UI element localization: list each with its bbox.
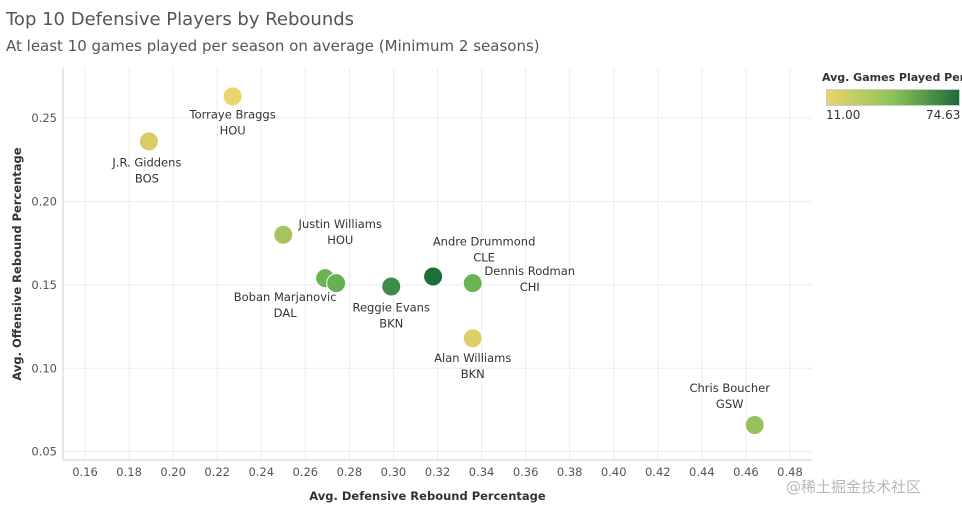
y-tick-label: 0.25 bbox=[31, 111, 57, 125]
x-tick-label: 0.36 bbox=[513, 465, 539, 479]
y-tick-label: 0.15 bbox=[31, 278, 57, 292]
x-tick-label: 0.46 bbox=[733, 465, 759, 479]
point-label-name: Alan Williams bbox=[434, 351, 511, 365]
legend-color-bar bbox=[826, 89, 960, 106]
chart-title: Top 10 Defensive Players by Rebounds bbox=[6, 9, 355, 30]
point-label-team: BKN bbox=[461, 367, 485, 381]
x-tick-label: 0.24 bbox=[248, 465, 274, 479]
y-tick-label: 0.05 bbox=[31, 445, 57, 459]
x-tick-label: 0.20 bbox=[160, 465, 186, 479]
x-axis-label: Avg. Defensive Rebound Percentage bbox=[309, 489, 546, 503]
data-point[interactable] bbox=[138, 131, 159, 152]
point-label-name: J.R. Giddens bbox=[111, 155, 181, 169]
point-label-name: Andre Drummond bbox=[433, 235, 536, 249]
x-tick-label: 0.38 bbox=[557, 465, 583, 479]
point-label-team: BKN bbox=[379, 317, 403, 331]
x-tick-label: 0.32 bbox=[425, 465, 451, 479]
y-tick-label: 0.10 bbox=[31, 361, 57, 375]
data-point[interactable] bbox=[222, 86, 243, 107]
data-point[interactable] bbox=[381, 276, 402, 297]
x-tick-label: 0.30 bbox=[381, 465, 407, 479]
point-label-name: Dennis Rodman bbox=[484, 264, 575, 278]
point-label-name: Torraye Braggs bbox=[189, 107, 276, 121]
x-tick-label: 0.28 bbox=[337, 465, 363, 479]
data-point[interactable] bbox=[326, 273, 347, 294]
x-tick-label: 0.48 bbox=[777, 465, 803, 479]
data-point[interactable] bbox=[462, 273, 483, 294]
point-label-name: Justin Williams bbox=[298, 217, 382, 231]
x-tick-label: 0.22 bbox=[204, 465, 230, 479]
point-label-name: Reggie Evans bbox=[352, 301, 429, 315]
y-axis-label: Avg. Offensive Rebound Percentage bbox=[10, 147, 24, 380]
point-label-name: Boban Marjanovic bbox=[234, 290, 337, 304]
point-label-team: HOU bbox=[220, 123, 246, 137]
x-tick-label: 0.40 bbox=[601, 465, 627, 479]
legend-max-label: 74.63 bbox=[926, 108, 961, 122]
x-tick-label: 0.44 bbox=[689, 465, 715, 479]
x-tick-label: 0.42 bbox=[645, 465, 671, 479]
data-point[interactable] bbox=[423, 266, 444, 287]
point-label-name: Chris Boucher bbox=[689, 381, 770, 395]
point-label-team: BOS bbox=[135, 171, 159, 185]
point-label-team: GSW bbox=[716, 397, 744, 411]
watermark: @稀土掘金技术社区 bbox=[786, 478, 922, 496]
legend-min-label: 11.00 bbox=[826, 108, 861, 122]
x-tick-label: 0.26 bbox=[293, 465, 319, 479]
x-tick-label: 0.34 bbox=[469, 465, 495, 479]
point-label-team: HOU bbox=[327, 233, 353, 247]
point-label-team: CHI bbox=[520, 280, 540, 294]
legend-title: Avg. Games Played Per .. bbox=[822, 71, 962, 84]
data-point[interactable] bbox=[273, 224, 294, 245]
data-point[interactable] bbox=[744, 414, 765, 435]
data-point[interactable] bbox=[462, 328, 483, 349]
point-label-team: DAL bbox=[274, 306, 298, 320]
x-tick-label: 0.16 bbox=[72, 465, 98, 479]
chart-subtitle: At least 10 games played per season on a… bbox=[6, 37, 540, 55]
x-tick-label: 0.18 bbox=[116, 465, 142, 479]
point-label-team: CLE bbox=[473, 251, 495, 265]
y-tick-label: 0.20 bbox=[31, 194, 57, 208]
